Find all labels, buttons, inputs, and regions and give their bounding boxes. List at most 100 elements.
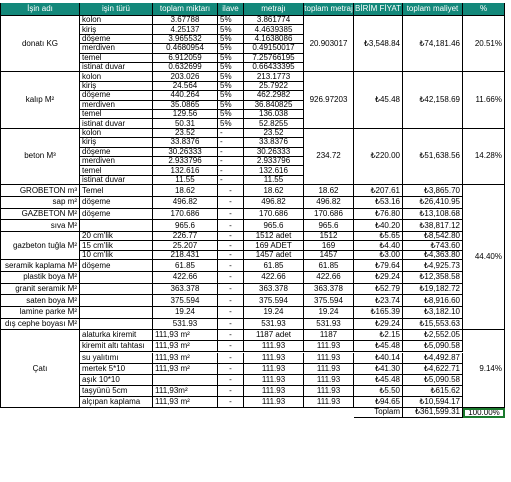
quantity-cell[interactable]: 218.431 <box>153 250 218 261</box>
metraj-cell[interactable]: 4.4639385 <box>244 25 304 35</box>
work-type-cell[interactable]: temel <box>80 166 153 176</box>
item-name-cell[interactable]: saten boya M² <box>0 295 80 307</box>
extra-cell[interactable]: - <box>218 363 244 375</box>
work-type-cell[interactable] <box>80 283 153 296</box>
total-cost-cell[interactable]: ₺5,090.58 <box>403 374 463 386</box>
extra-cell[interactable]: 5% <box>218 44 244 54</box>
total-qty-cell[interactable]: 926.97203 <box>304 72 354 129</box>
total-label-cell[interactable]: Toplam <box>354 407 403 418</box>
metraj-cell[interactable]: 111.93 <box>244 363 304 375</box>
metraj-cell[interactable]: 0.66433395 <box>244 63 304 73</box>
work-type-cell[interactable]: temel <box>80 110 153 120</box>
extra-cell[interactable]: - <box>218 318 244 331</box>
extra-cell[interactable]: 5% <box>218 53 244 63</box>
total-cost-cell[interactable]: ₺12,358.58 <box>403 271 463 284</box>
column-header[interactable]: metrajı <box>244 3 304 16</box>
extra-cell[interactable]: - <box>218 220 244 232</box>
work-type-cell[interactable]: alçıpan kaplama <box>80 396 153 408</box>
quantity-cell[interactable]: 363.378 <box>153 283 218 296</box>
total-cost-cell[interactable]: ₺19,182.72 <box>403 283 463 296</box>
extra-cell[interactable]: 5% <box>218 110 244 120</box>
unit-price-cell[interactable]: ₺165.39 <box>354 307 403 319</box>
item-name-cell[interactable]: dış cephe boyası M² <box>0 318 80 331</box>
extra-cell[interactable]: 5% <box>218 100 244 110</box>
metraj-cell[interactable]: 111.93 <box>244 374 304 386</box>
total-qty-cell[interactable]: 496.82 <box>304 196 354 209</box>
work-type-cell[interactable] <box>80 295 153 307</box>
extra-cell[interactable]: - <box>218 250 244 261</box>
total-cost-cell[interactable]: ₺5,090.58 <box>403 341 463 353</box>
total-cost-cell[interactable]: ₺26,410.95 <box>403 196 463 209</box>
extra-cell[interactable]: - <box>218 374 244 386</box>
metraj-cell[interactable]: 18.62 <box>244 185 304 197</box>
total-qty-cell[interactable]: 111.93 <box>304 363 354 375</box>
group-name-cell[interactable]: kalıp M² <box>0 72 80 129</box>
extra-cell[interactable]: - <box>218 175 244 186</box>
metraj-cell[interactable]: 422.66 <box>244 271 304 284</box>
quantity-cell[interactable]: 965.6 <box>153 220 218 232</box>
total-cost-cell[interactable]: ₺15,553.63 <box>403 318 463 331</box>
extra-cell[interactable]: - <box>218 185 244 197</box>
total-cost-cell[interactable]: ₺13,108.68 <box>403 208 463 221</box>
unit-price-cell[interactable]: ₺53.16 <box>354 196 403 209</box>
item-name-cell[interactable]: gazbeton tuğla M² <box>0 232 80 261</box>
total-qty-cell[interactable]: 169 <box>304 241 354 251</box>
quantity-cell[interactable]: 129.56 <box>153 110 218 120</box>
unit-price-cell[interactable]: ₺40.14 <box>354 352 403 364</box>
grand-percent-cell[interactable]: 100.00% <box>463 407 505 418</box>
metraj-cell[interactable]: 36.840825 <box>244 100 304 110</box>
work-type-cell[interactable]: kiriş <box>80 138 153 148</box>
extra-cell[interactable]: - <box>218 260 244 272</box>
total-cost-cell[interactable]: ₺4,363.80 <box>403 250 463 261</box>
unit-price-cell[interactable]: ₺45.48 <box>354 341 403 353</box>
quantity-cell[interactable]: 61.85 <box>153 260 218 272</box>
metraj-cell[interactable]: 132.616 <box>244 166 304 176</box>
total-cost-cell[interactable]: ₺4,925.73 <box>403 260 463 272</box>
extra-cell[interactable]: - <box>218 147 244 157</box>
work-type-cell[interactable]: aşık 10*10 <box>80 374 153 386</box>
total-qty-cell[interactable]: 1457 <box>304 250 354 261</box>
total-cost-cell[interactable]: ₺743.60 <box>403 241 463 251</box>
total-qty-cell[interactable]: 965.6 <box>304 220 354 232</box>
unit-price-cell[interactable]: ₺45.48 <box>354 72 403 129</box>
extra-cell[interactable]: - <box>218 241 244 251</box>
quantity-cell[interactable]: 25.207 <box>153 241 218 251</box>
column-header[interactable]: toplam metraj <box>304 3 354 16</box>
quantity-cell[interactable]: 440.264 <box>153 91 218 101</box>
total-cost-cell[interactable]: ₺8,542.80 <box>403 232 463 242</box>
metraj-cell[interactable]: 4.1638086 <box>244 34 304 45</box>
quantity-cell[interactable]: 111,93 m² <box>153 341 218 353</box>
quantity-cell[interactable]: 6.912059 <box>153 53 218 63</box>
unit-price-cell[interactable]: ₺2.15 <box>354 330 403 342</box>
work-type-cell[interactable]: kolon <box>80 128 153 139</box>
extra-cell[interactable]: 5% <box>218 34 244 45</box>
metraj-cell[interactable]: 136.038 <box>244 110 304 120</box>
total-cost-cell[interactable]: ₺2,552.05 <box>403 330 463 342</box>
item-name-cell[interactable]: sıva M² <box>0 220 80 232</box>
unit-price-cell[interactable]: ₺79.64 <box>354 260 403 272</box>
total-qty-cell[interactable]: 170.686 <box>304 208 354 221</box>
work-type-cell[interactable]: döşeme <box>80 196 153 209</box>
work-type-cell[interactable]: döşeme <box>80 260 153 272</box>
work-type-cell[interactable]: kolon <box>80 72 153 82</box>
total-qty-cell[interactable]: 111.93 <box>304 374 354 386</box>
work-type-cell[interactable]: 15 cm'lik <box>80 241 153 251</box>
metraj-cell[interactable]: 1187 adet <box>244 330 304 342</box>
metraj-cell[interactable]: 496.82 <box>244 196 304 209</box>
quantity-cell[interactable]: 496.82 <box>153 196 218 209</box>
total-qty-cell[interactable]: 1512 <box>304 232 354 242</box>
metraj-cell[interactable]: 33.8376 <box>244 138 304 148</box>
total-qty-cell[interactable]: 111.93 <box>304 341 354 353</box>
metraj-cell[interactable]: 25.7922 <box>244 81 304 92</box>
quantity-cell[interactable]: 111,93 m² <box>153 363 218 375</box>
metraj-cell[interactable]: 363.378 <box>244 283 304 296</box>
quantity-cell[interactable]: 19.24 <box>153 307 218 319</box>
extra-cell[interactable]: 5% <box>218 119 244 129</box>
unit-price-cell[interactable]: ₺5.50 <box>354 385 403 397</box>
total-qty-cell[interactable]: 234.72 <box>304 128 354 186</box>
percent-cell[interactable]: 9.14% <box>463 330 505 408</box>
unit-price-cell[interactable]: ₺3,548.84 <box>354 16 403 73</box>
work-type-cell[interactable]: döşeme <box>80 147 153 157</box>
item-name-cell[interactable]: sap m² <box>0 196 80 209</box>
quantity-cell[interactable]: 33.8376 <box>153 138 218 148</box>
